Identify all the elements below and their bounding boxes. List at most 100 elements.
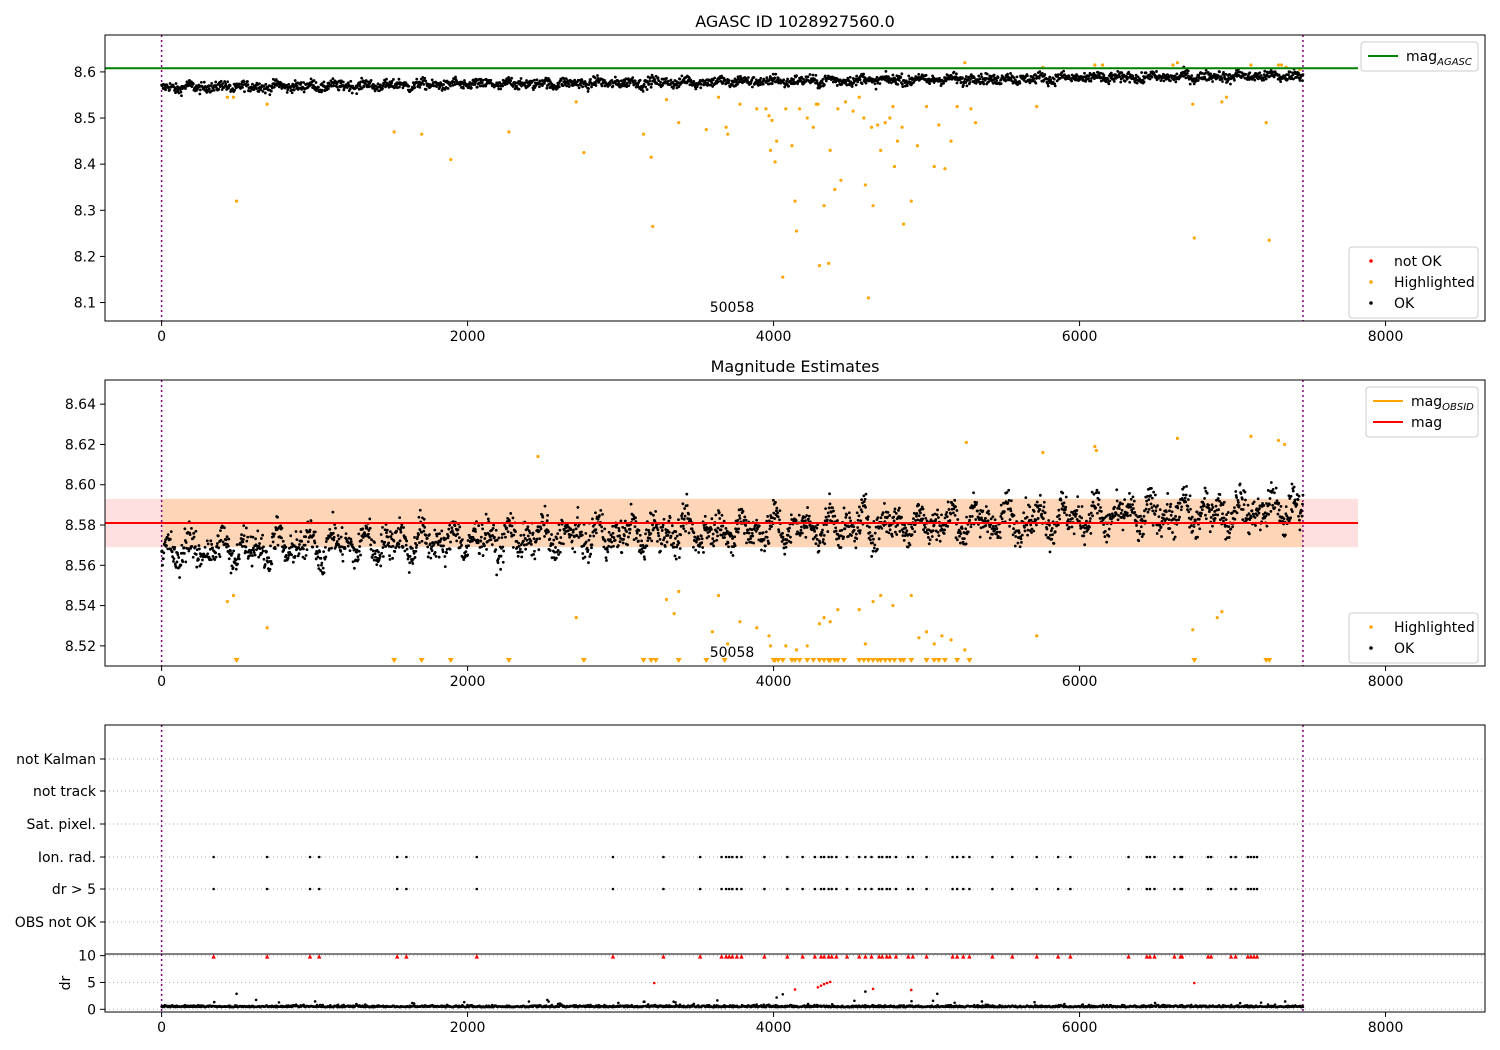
- ok-point: [548, 549, 552, 552]
- ok-point: [977, 518, 981, 521]
- ok-point: [785, 82, 789, 86]
- ok-point: [692, 545, 695, 549]
- ok-point: [672, 541, 676, 545]
- ok-point: [862, 494, 866, 498]
- ok-point: [1197, 517, 1201, 521]
- ok-point: [385, 528, 389, 532]
- ok-point: [847, 78, 851, 82]
- ok-point: [251, 554, 254, 557]
- ok-point: [537, 529, 541, 533]
- ok-point: [174, 91, 177, 95]
- ok-point: [1275, 499, 1279, 503]
- ok-point: [565, 84, 569, 88]
- ok-point: [969, 73, 973, 76]
- ok-point: [634, 536, 638, 540]
- ok-point: [367, 536, 371, 539]
- ok-point: [280, 536, 283, 540]
- ok-point: [328, 535, 332, 539]
- ok-point: [1056, 73, 1060, 77]
- ok-point: [922, 513, 926, 517]
- ok-point: [844, 515, 848, 519]
- ok-point: [1243, 490, 1247, 494]
- ok-point: [1282, 517, 1286, 521]
- ok-point: [446, 87, 450, 90]
- ok-point: [344, 532, 348, 536]
- ok-point: [520, 555, 524, 559]
- ok-point: [1221, 512, 1224, 516]
- ok-point: [370, 556, 374, 559]
- highlighted-point: [836, 107, 840, 111]
- ok-point: [331, 510, 335, 514]
- highlighted-point: [949, 139, 953, 143]
- ok-point: [928, 538, 932, 542]
- ok-point: [646, 75, 650, 79]
- ok-point: [369, 543, 373, 547]
- highlighted-point: [963, 61, 967, 65]
- ok-point: [335, 540, 339, 543]
- ok-point: [413, 536, 416, 539]
- ok-point: [448, 547, 452, 551]
- ok-point: [360, 76, 364, 80]
- ok-point: [270, 562, 274, 566]
- ok-point: [696, 535, 700, 539]
- ok-point: [294, 530, 298, 533]
- ok-point: [1083, 543, 1087, 547]
- highlighted-point: [664, 97, 669, 102]
- ok-point: [199, 562, 203, 566]
- ok-point: [789, 513, 793, 517]
- ok-point: [439, 537, 443, 541]
- ok-point: [1247, 532, 1251, 536]
- ok-point: [942, 81, 945, 85]
- ok-point: [726, 541, 730, 545]
- ok-point: [589, 77, 592, 81]
- ok-point: [168, 82, 172, 85]
- ok-point: [900, 82, 904, 86]
- x-tick-label: 6000: [1062, 329, 1098, 345]
- ok-point: [665, 76, 668, 80]
- ok-point: [774, 500, 777, 504]
- highlighted-point: [857, 95, 861, 99]
- ok-point: [163, 540, 167, 544]
- ok-point: [473, 527, 477, 531]
- ok-point: [895, 533, 899, 536]
- ok-point: [1025, 523, 1029, 527]
- highlighted-point: [582, 151, 586, 155]
- ok-point: [674, 537, 677, 540]
- ok-point: [1120, 71, 1124, 75]
- ok-point: [430, 78, 434, 82]
- ok-point: [271, 77, 275, 81]
- ok-point: [566, 529, 570, 533]
- ok-point: [348, 87, 352, 91]
- y-tick-label: 8.6: [74, 65, 96, 81]
- ok-point: [570, 539, 574, 543]
- ok-point: [249, 551, 253, 555]
- ok-point: [842, 535, 845, 539]
- ok-point: [952, 70, 956, 74]
- highlighted-point: [784, 107, 788, 111]
- ok-point: [1265, 524, 1269, 528]
- ok-point: [1137, 539, 1141, 543]
- ok-point: [514, 530, 517, 534]
- ok-point: [823, 542, 827, 546]
- ok-point: [974, 81, 978, 85]
- highlighted-point: [915, 144, 919, 148]
- highlighted-point: [794, 229, 799, 233]
- ok-point: [1244, 72, 1248, 76]
- ok-point: [221, 82, 225, 86]
- ok-point: [684, 529, 687, 533]
- ok-point: [737, 527, 741, 531]
- ok-point: [456, 528, 460, 532]
- ok-point: [1097, 498, 1101, 502]
- ok-point: [337, 537, 341, 541]
- ok-point: [300, 539, 304, 543]
- highlighted-point: [833, 187, 837, 192]
- ok-point: [627, 535, 630, 539]
- ok-point: [744, 518, 748, 522]
- ok-point: [1136, 75, 1140, 79]
- ok-point: [1218, 70, 1221, 74]
- ok-point: [588, 555, 592, 558]
- ok-point: [959, 541, 962, 545]
- ok-point: [610, 79, 614, 82]
- ok-point: [956, 518, 960, 521]
